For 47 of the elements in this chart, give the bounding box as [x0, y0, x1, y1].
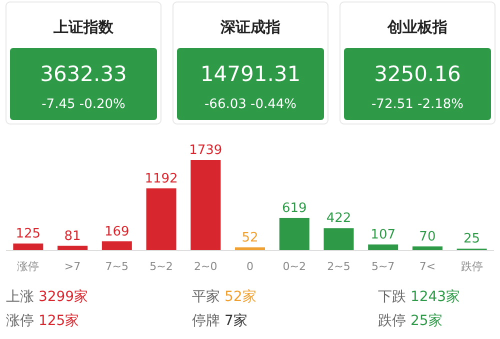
x-tick-label: 0~2 [282, 260, 306, 273]
data-label: 52 [242, 230, 258, 246]
text: 3632.33 [40, 62, 127, 86]
text: 上涨 3299家 [6, 289, 88, 305]
bar [279, 218, 310, 250]
bar [368, 244, 398, 250]
text: -7.45 -0.20% [42, 97, 126, 112]
data-label: 422 [326, 211, 352, 226]
data-label: 107 [370, 227, 396, 242]
x-tick-label: 7~5 [105, 260, 129, 273]
data-label: 169 [104, 224, 130, 240]
bar [324, 228, 354, 250]
bar [58, 246, 88, 250]
bar [412, 246, 442, 250]
text: 停牌 7家 [192, 313, 248, 329]
x-tick-label: 7< [419, 260, 436, 273]
x-tick-label: 5~7 [371, 260, 395, 273]
bar [102, 241, 132, 250]
x-tick-label: 0 [246, 260, 254, 273]
text: 创业板指 [386, 18, 448, 36]
text: 上证指数 [52, 18, 114, 36]
data-label: 125 [16, 226, 41, 242]
x-tick-label: 5~2 [150, 260, 173, 273]
x-tick-label: 涨停 [17, 260, 40, 273]
bar [235, 247, 265, 250]
data-label: 25 [464, 232, 480, 247]
bar [146, 188, 176, 250]
bar [190, 160, 221, 250]
text: -72.51 -2.18% [371, 97, 464, 112]
data-label: 1192 [144, 171, 178, 186]
bar [13, 244, 44, 250]
data-label: 1739 [189, 143, 222, 158]
data-label: 81 [64, 228, 81, 244]
text: 跌停 25家 [378, 313, 442, 329]
x-tick-label: 2~5 [327, 260, 350, 273]
text: 下跌 1243家 [378, 289, 460, 305]
text: 3250.16 [374, 62, 461, 86]
x-tick-label: 跌停 [460, 260, 483, 273]
text: 涨停 125家 [6, 313, 80, 329]
text: 平家 52家 [192, 289, 256, 305]
text: 14791.31 [200, 62, 301, 86]
data-label: 619 [282, 200, 307, 216]
text: 深证成指 [220, 18, 280, 36]
text: -66.03 -0.44% [204, 97, 297, 112]
x-tick-label: 2~0 [194, 260, 218, 273]
data-label: 70 [419, 229, 436, 244]
x-tick-label: >7 [64, 260, 81, 273]
